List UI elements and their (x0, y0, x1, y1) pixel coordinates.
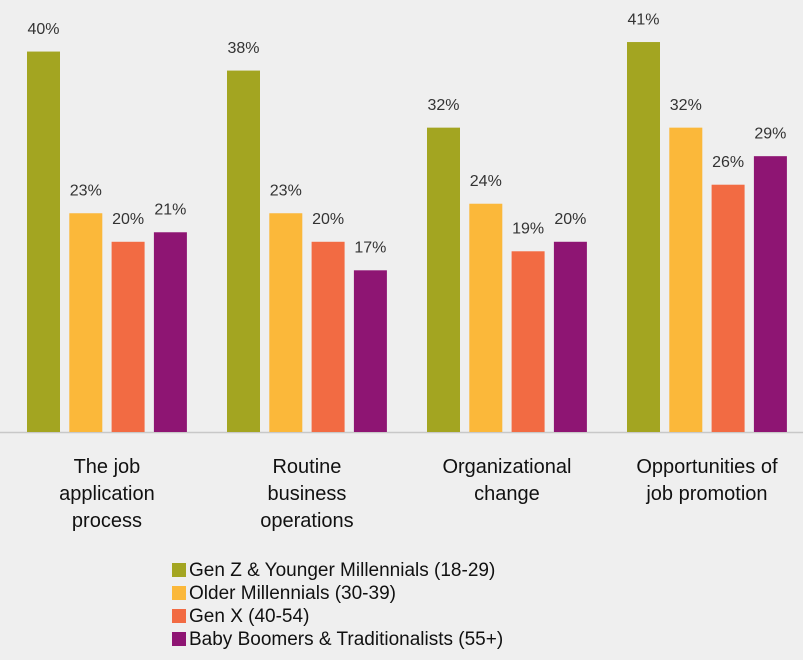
legend-label: Baby Boomers & Traditionalists (55+) (189, 629, 503, 650)
data-label: 21% (154, 201, 186, 218)
data-label: 24% (470, 173, 502, 190)
bar (669, 127, 703, 433)
data-label: 20% (112, 211, 144, 228)
bar (553, 241, 587, 432)
x-tick-label: The job application process (59, 456, 155, 532)
bar (753, 156, 787, 432)
data-label: 40% (27, 21, 59, 38)
x-tick-label: Organizational change (442, 456, 572, 505)
legend-swatch (172, 609, 186, 623)
data-label: 19% (512, 221, 544, 238)
bar (511, 251, 545, 432)
legend-label: Gen Z & Younger Millennials (18-29) (189, 560, 495, 581)
data-label: 32% (670, 97, 702, 114)
data-label: 32% (427, 97, 459, 114)
bar (227, 70, 260, 433)
data-label: 23% (70, 182, 102, 199)
x-tick-label: Routine business operations (260, 456, 354, 532)
legend-label: Older Millennials (30-39) (189, 583, 396, 604)
legend-swatch (172, 563, 186, 577)
data-label: 17% (354, 240, 386, 257)
legend-label: Gen X (40-54) (189, 606, 309, 627)
legend-swatch (172, 632, 186, 646)
bar (353, 270, 387, 432)
bar (627, 42, 660, 433)
data-label: 29% (754, 125, 786, 142)
data-label: 20% (554, 211, 586, 228)
x-tick-label: Opportunities of job promotion (636, 456, 778, 505)
data-label: 41% (627, 11, 659, 28)
bar (69, 213, 103, 432)
bar (469, 203, 503, 432)
bar (711, 184, 745, 432)
bar (153, 232, 187, 432)
bar (27, 51, 60, 433)
bar (427, 127, 460, 433)
bar (269, 213, 303, 432)
bar (311, 241, 345, 432)
legend-swatch (172, 586, 186, 600)
data-label: 26% (712, 154, 744, 171)
bar (111, 241, 145, 432)
data-label: 20% (312, 211, 344, 228)
data-label: 23% (270, 182, 302, 199)
data-label: 38% (227, 40, 259, 57)
